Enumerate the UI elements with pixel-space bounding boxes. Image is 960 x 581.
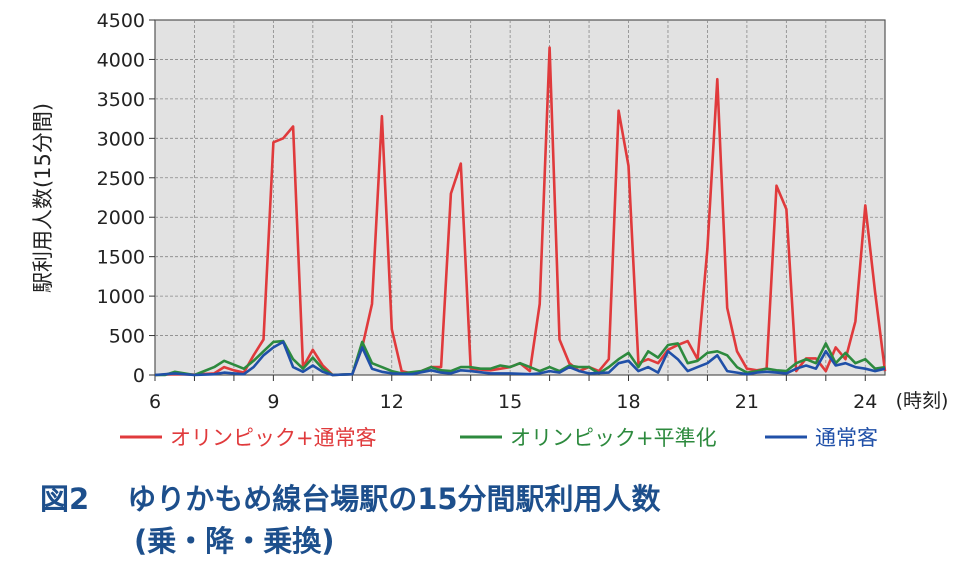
legend-label: オリンピック+通常客 (170, 426, 377, 450)
y-axis: 0 500 1000 1500 2000 2500 3000 3500 4000 4500 (97, 10, 155, 387)
plot-area (154, 19, 886, 376)
y-tick-label: 4000 (97, 49, 145, 71)
y-axis-label: 駅利用人数(15分間) (31, 103, 55, 293)
y-tick-label: 2500 (97, 168, 145, 190)
series-lines (154, 46, 887, 377)
usage-line-chart: 0 500 1000 1500 2000 2500 3000 3500 4000 4500 6 9 1… (31, 10, 949, 450)
series-line-1 (154, 46, 887, 377)
y-tick-label: 3500 (97, 89, 145, 111)
x-tick-label: 9 (267, 391, 279, 413)
figure-caption: 図2 ゆりかもめ線台場駅の15分間駅利用人数 (乗・降・乗換) (40, 478, 661, 562)
x-axis: 6 9 12 15 18 21 24 (149, 375, 877, 413)
legend: オリンピック+通常客 オリンピック+平準化 通常客 (120, 426, 878, 450)
x-tick-label: 21 (735, 391, 759, 413)
x-tick-label: 6 (149, 391, 161, 413)
legend-label: 通常客 (815, 426, 878, 450)
y-tick-label: 0 (133, 365, 145, 387)
y-tick-label: 1000 (97, 286, 145, 308)
caption-title: ゆりかもめ線台場駅の15分間駅利用人数 (127, 482, 661, 516)
y-tick-label: 4500 (97, 10, 145, 32)
series-line-3 (154, 340, 886, 377)
x-tick-label: 12 (380, 391, 404, 413)
y-tick-label: 500 (109, 326, 145, 348)
y-tick-label: 3000 (97, 128, 145, 150)
x-tick-label: 24 (853, 391, 877, 413)
x-tick-label: 15 (498, 391, 522, 413)
caption-subtitle: (乗・降・乗換) (134, 524, 335, 558)
x-tick-label: 18 (616, 391, 640, 413)
y-tick-label: 2000 (97, 207, 145, 229)
figure-number: 図2 (40, 482, 90, 516)
y-tick-label: 1500 (97, 247, 145, 269)
series-line-2 (155, 339, 886, 377)
x-axis-unit-label: (時刻) (896, 390, 949, 412)
legend-label: オリンピック+平準化 (510, 426, 717, 450)
